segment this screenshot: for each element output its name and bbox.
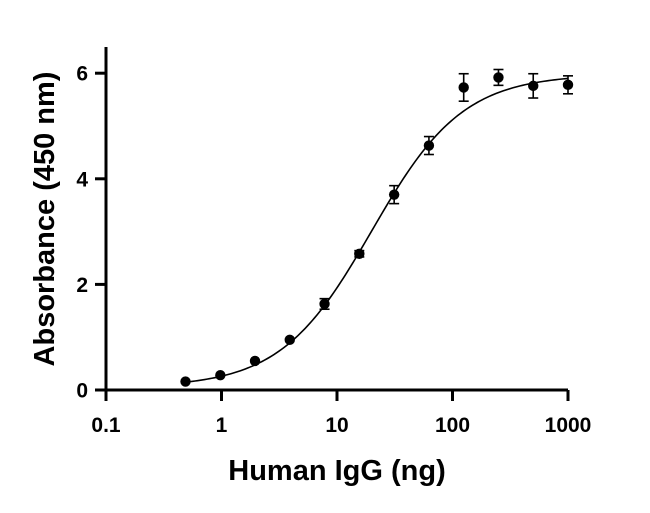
x-axis-title: Human IgG (ng) (228, 455, 445, 487)
data-point (180, 376, 191, 387)
data-marker (528, 80, 539, 92)
data-point (562, 75, 574, 95)
data-point (493, 68, 504, 87)
x-tick-label: 1 (216, 414, 228, 437)
y-tick-label: 6 (76, 63, 88, 86)
data-point (528, 72, 539, 99)
y-tick-label: 2 (76, 274, 88, 297)
fit-curve (185, 77, 569, 383)
y-ticks: 0 2 4 6 (76, 63, 106, 403)
y-tick-label: 4 (76, 168, 88, 191)
data-marker (249, 355, 261, 367)
data-marker (354, 248, 365, 259)
x-tick-label: 100 (435, 414, 470, 437)
data-marker (423, 140, 435, 151)
data-marker (319, 298, 330, 310)
data-marker (215, 370, 226, 381)
data-points (180, 68, 574, 387)
y-tick-label: 0 (76, 380, 88, 403)
data-marker (458, 82, 469, 93)
data-point (423, 135, 435, 156)
data-point (319, 297, 330, 311)
data-marker (493, 72, 504, 83)
data-point (388, 184, 400, 205)
data-marker (284, 334, 295, 346)
data-point (249, 355, 261, 367)
data-marker (562, 79, 574, 91)
x-tick-label: 1000 (545, 414, 592, 437)
x-ticks: 0.1 1 10 100 1000 (91, 390, 591, 437)
data-marker (180, 376, 191, 387)
x-tick-label: 0.1 (91, 414, 121, 437)
y-axis-title: Absorbance (450 nm) (29, 72, 61, 367)
data-point (284, 334, 295, 346)
plot-area (180, 68, 574, 387)
data-point (458, 72, 469, 102)
data-point (215, 370, 226, 381)
data-point (354, 248, 365, 259)
data-marker (388, 189, 400, 200)
x-tick-label: 10 (325, 414, 348, 437)
